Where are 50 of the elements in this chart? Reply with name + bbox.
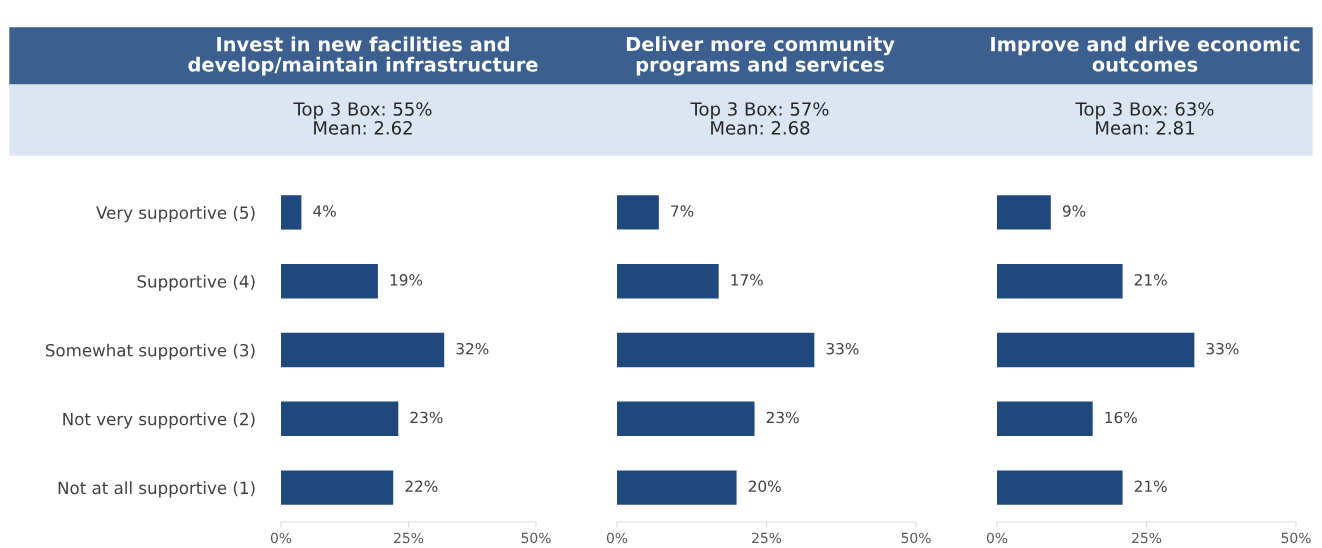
x-tick-label: 0% <box>986 532 1008 544</box>
bar <box>617 401 755 436</box>
data-label: 19% <box>390 274 423 286</box>
data-label: 32% <box>456 342 489 355</box>
bar <box>997 264 1123 299</box>
data-label: 16% <box>1105 411 1137 424</box>
data-label: 33% <box>826 342 859 355</box>
bar <box>617 264 719 299</box>
chart-subtitle: Top 3 Box: 63% Mean: 2.81 <box>1075 102 1214 135</box>
data-label: 4% <box>313 205 336 217</box>
x-tick-label: 25% <box>752 532 782 544</box>
chart-subtitle: Top 3 Box: 57% Mean: 2.68 <box>690 102 829 135</box>
x-tick-label: 50% <box>901 532 931 544</box>
data-label: 23% <box>766 411 799 424</box>
data-label: 22% <box>405 480 438 493</box>
bar <box>281 470 394 505</box>
bar <box>997 401 1093 436</box>
bar <box>617 195 659 230</box>
data-label: 9% <box>1062 205 1086 217</box>
data-label: 21% <box>1134 480 1167 493</box>
chart-subtitle: Top 3 Box: 55% Mean: 2.62 <box>293 102 432 135</box>
data-label: 7% <box>671 205 694 217</box>
x-tick-label: 25% <box>394 532 424 544</box>
data-label: 33% <box>1206 342 1239 355</box>
y-tick-label: Not at all supportive (1) <box>58 481 255 498</box>
data-label: 17% <box>731 274 763 286</box>
bar <box>281 195 302 230</box>
bar <box>997 195 1051 230</box>
x-tick-label: 50% <box>521 532 551 544</box>
chart-title: Improve and drive economic outcomes <box>991 36 1300 72</box>
y-tick-label: Very supportive (5) <box>96 206 255 223</box>
chart-title: Invest in new facilities and develop/maintain infrastructure <box>188 36 538 76</box>
x-tick-label: 0% <box>270 532 292 544</box>
data-label: 23% <box>410 411 443 424</box>
x-tick-label: 0% <box>606 532 628 544</box>
bar <box>617 332 815 368</box>
chart-title: Deliver more community programs and services <box>626 36 895 76</box>
bar <box>281 264 378 299</box>
bar <box>997 470 1123 505</box>
bar <box>281 401 399 436</box>
y-tick-label: Supportive (4) <box>137 274 255 291</box>
x-tick-label: 25% <box>1132 532 1162 544</box>
bar <box>281 332 445 368</box>
bar <box>617 470 737 505</box>
y-tick-label: Not very supportive (2) <box>63 412 255 429</box>
data-label: 20% <box>748 480 781 493</box>
y-tick-label: Somewhat supportive (3) <box>45 343 255 360</box>
data-label: 21% <box>1134 274 1167 286</box>
bar <box>997 332 1195 368</box>
x-tick-label: 50% <box>1281 532 1311 544</box>
